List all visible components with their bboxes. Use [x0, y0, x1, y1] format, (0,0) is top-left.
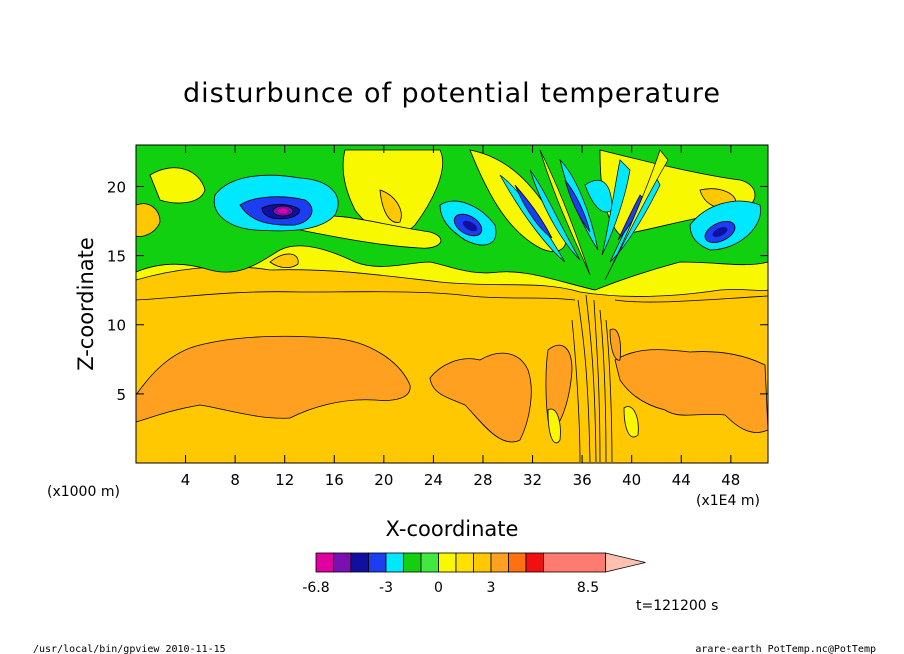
colorbar: [315, 552, 646, 573]
x-tick-label: 4: [181, 471, 191, 489]
footer-left: /usr/local/bin/gpview 2010-11-15: [33, 644, 226, 654]
colorbar-tick-label: -6.8: [302, 580, 329, 596]
colorbar-box: [385, 552, 404, 573]
colorbar-box: [455, 552, 474, 573]
x-unit-left: (x1000 m): [47, 484, 120, 500]
x-tick-label: 12: [275, 471, 294, 489]
orange-blob: [379, 189, 402, 223]
y-tick-label: 5: [116, 386, 126, 404]
blue-streak: [564, 179, 591, 233]
colorbar-tick-label: 0: [434, 580, 443, 596]
time-label: t=121200 s: [636, 598, 718, 614]
plume-line: [605, 319, 613, 463]
x-tick-label: 48: [721, 471, 740, 489]
x-tick-label: 40: [622, 471, 641, 489]
y-tick-label: 10: [107, 317, 126, 335]
colorbar-tick-label: 8.5: [577, 580, 599, 596]
orange-cell: [609, 328, 621, 361]
magenta-core: [278, 208, 288, 214]
plume-line: [585, 294, 597, 463]
colorbar-box: [525, 552, 544, 573]
navy-anomaly: [712, 227, 728, 237]
plot-frame: [135, 144, 769, 464]
colorbar-box: [490, 552, 509, 573]
orange-blob: [269, 253, 299, 268]
x-unit-right: (x1E4 m): [696, 493, 760, 509]
x-tick-label: 32: [523, 471, 542, 489]
colorbar-box: [315, 552, 334, 573]
warm-pool: [545, 344, 573, 431]
yellow-blob: [299, 215, 442, 249]
colorbar-tick-label: 3: [487, 580, 496, 596]
yellow-cell: [547, 408, 561, 444]
plume-line: [577, 299, 591, 463]
x-axis-label: X-coordinate: [386, 517, 519, 541]
warm-pool: [614, 349, 768, 433]
yellow-streak: [539, 149, 591, 276]
x-tick-label: 28: [473, 471, 492, 489]
yellow-streak: [604, 149, 669, 281]
colorbar-box: [438, 552, 457, 573]
colorbar-tick-label: -3: [379, 580, 393, 596]
x-tick-label: 20: [374, 471, 393, 489]
colorbar-box: [350, 552, 369, 573]
colorbar-box: [420, 552, 439, 573]
colorbar-tick-labels: -6.8 -3 0 3 8.5: [302, 580, 599, 596]
y-axis-label: Z-coordinate: [74, 237, 98, 371]
colorbar-box: [368, 552, 387, 573]
y-ticks: 5 10 15 20: [107, 178, 768, 404]
yellow-blob: [149, 167, 206, 204]
blue-streak: [514, 184, 553, 239]
ground-contour: [136, 291, 576, 301]
colorbar-arrow: [605, 552, 646, 573]
colorbar-box: [543, 552, 606, 573]
chart-title: disturbunce of potential temperature: [183, 78, 721, 109]
plume-line: [593, 299, 601, 463]
x-tick-label: 44: [672, 471, 691, 489]
navy-anomaly: [462, 220, 478, 232]
colorbar-box: [473, 552, 492, 573]
plume-line: [599, 309, 607, 463]
warm-pool: [136, 335, 411, 423]
colorbar-box: [333, 552, 352, 573]
warm-pool: [429, 352, 532, 443]
cyan-streak: [601, 159, 631, 256]
y-tick-label: 20: [107, 178, 126, 196]
colorbar-box: [403, 552, 422, 573]
plume-line: [571, 319, 581, 463]
x-ticks: 4 8 12 16 20 24 28 32 36 40 44 48: [181, 145, 740, 489]
cyan-streak: [529, 169, 581, 261]
y-tick-label: 15: [107, 248, 126, 266]
yellow-cell: [623, 406, 639, 438]
x-tick-label: 16: [325, 471, 344, 489]
colorbar-box: [508, 552, 527, 573]
ground-contour: [614, 295, 768, 303]
x-tick-label: 8: [230, 471, 240, 489]
x-tick-label: 24: [424, 471, 443, 489]
footer-right: arare-earth_PotTemp.nc@PotTemp: [695, 644, 876, 654]
orange-blob: [136, 203, 161, 237]
x-tick-label: 36: [573, 471, 592, 489]
contour-field: [136, 145, 768, 463]
